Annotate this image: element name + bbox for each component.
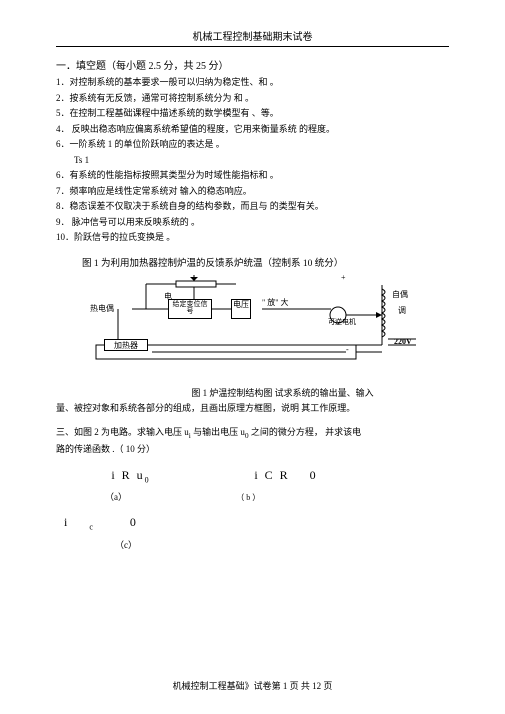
s3-t3: 之间的微分方程， 并求该电 — [251, 427, 361, 437]
page-footer: 机械控制工程基础》试卷第 1 页 共 12 页 — [0, 679, 505, 692]
q10: 10．阶跃信号的拉氏变换是 。 — [56, 231, 449, 245]
s3-sub-i: i — [189, 430, 191, 439]
section1-title: 一．填空题（每小题 2.5 分，共 25 分） — [56, 57, 449, 72]
label-c: （c） — [56, 538, 196, 551]
q1: 1．对控制系统的基本要求一般可以归纳为稳定性、和 。 — [56, 76, 449, 90]
circ-c-sub: c — [89, 523, 95, 532]
plus-sign: + — [341, 273, 346, 282]
label-c-row: （c） — [56, 538, 449, 551]
q6a-sub: Ts 1 — [56, 154, 449, 168]
labels-ab: （a） （ b ） — [56, 490, 449, 503]
label-self: 自偶 — [392, 289, 408, 300]
fig1-continuation: 量、被控对象和系统各部分的组成，且画出原理方框图，说明 其工作原理。 — [56, 402, 449, 416]
q9: 9． 脉冲信号可以用来反映系统的 。 — [56, 216, 449, 230]
s3-sub-0: 0 — [245, 430, 249, 439]
label-thermocouple: 热电偶 — [90, 303, 114, 314]
diagram-svg — [86, 275, 426, 385]
header-rule — [56, 46, 449, 47]
q2: 2．按系统有无反馈，通常可将控制系统分为 和 。 — [56, 92, 449, 106]
label-amp: " 放" 大 — [262, 297, 289, 308]
label-motor: 可逆电机 — [328, 319, 356, 326]
circ-a-text: i R u — [111, 468, 144, 482]
fig1-caption: 图 1 为利用加热器控制炉温的反馈系炉统温（控制系 10 统分） — [56, 255, 449, 269]
circuit-row2: i c 0 — [56, 515, 449, 531]
box-voltage: 电压 — [231, 299, 251, 319]
label-b: （ b ） — [178, 492, 318, 503]
furnace-diagram: + 电 热电偶 给定变位信号 电压 " 放" 大 可逆电机 自偶 调 加热器 2… — [86, 275, 426, 385]
s3-t2: 与输出电压 u — [193, 427, 245, 437]
label-tiao: 调 — [398, 305, 406, 316]
box-heater: 加热器 — [104, 339, 148, 351]
q6b: 6．有系统的性能指标按照其类型分为时域性能指标和 。 — [56, 169, 449, 183]
circuit-row1: i R u0 i C R 0 — [56, 468, 449, 484]
box-given-signal: 给定变位信号 — [168, 299, 212, 319]
section3-title: 三、如图 2 为电路。求输入电压 ui 与输出电压 u0 之间的微分方程， 并求… — [56, 426, 449, 441]
section3-title-line2: 路的传递函数 .（ 10 分） — [56, 443, 449, 457]
circ-c-0: 0 — [130, 515, 138, 529]
page-header: 机械工程控制基础期末试卷 — [56, 28, 449, 46]
q8: 8．稳态误差不仅取决于系统自身的结构参数，而且与 的类型有关。 — [56, 200, 449, 214]
circ-c-i: i — [64, 515, 69, 529]
circ-a-sub: 0 — [145, 475, 151, 484]
q4: 4． 反映出稳态响应偏离系统希望值的程度，它用来衡量系统 的程度。 — [56, 123, 449, 137]
q7: 7．频率响应是线性定常系统对 输入的稳态响应。 — [56, 185, 449, 199]
q5: 5．在控制工程基础课程中描述系统的数学模型有 、等。 — [56, 107, 449, 121]
label-a: （a） — [56, 490, 176, 503]
q6a: 6．一阶系统 1 的单位阶跃响应的表达是 。 — [56, 138, 449, 152]
fig1-subcaption: 图 1 炉温控制结构图 试求系统的输出量、输入 — [56, 387, 449, 401]
minus-sign: - — [346, 345, 349, 354]
label-220v: 220V — [394, 337, 412, 346]
s3-t1: 三、如图 2 为电路。求输入电压 u — [56, 427, 189, 437]
circ-b-end: 0 — [310, 468, 318, 482]
circ-b-text: i C R — [254, 468, 289, 482]
